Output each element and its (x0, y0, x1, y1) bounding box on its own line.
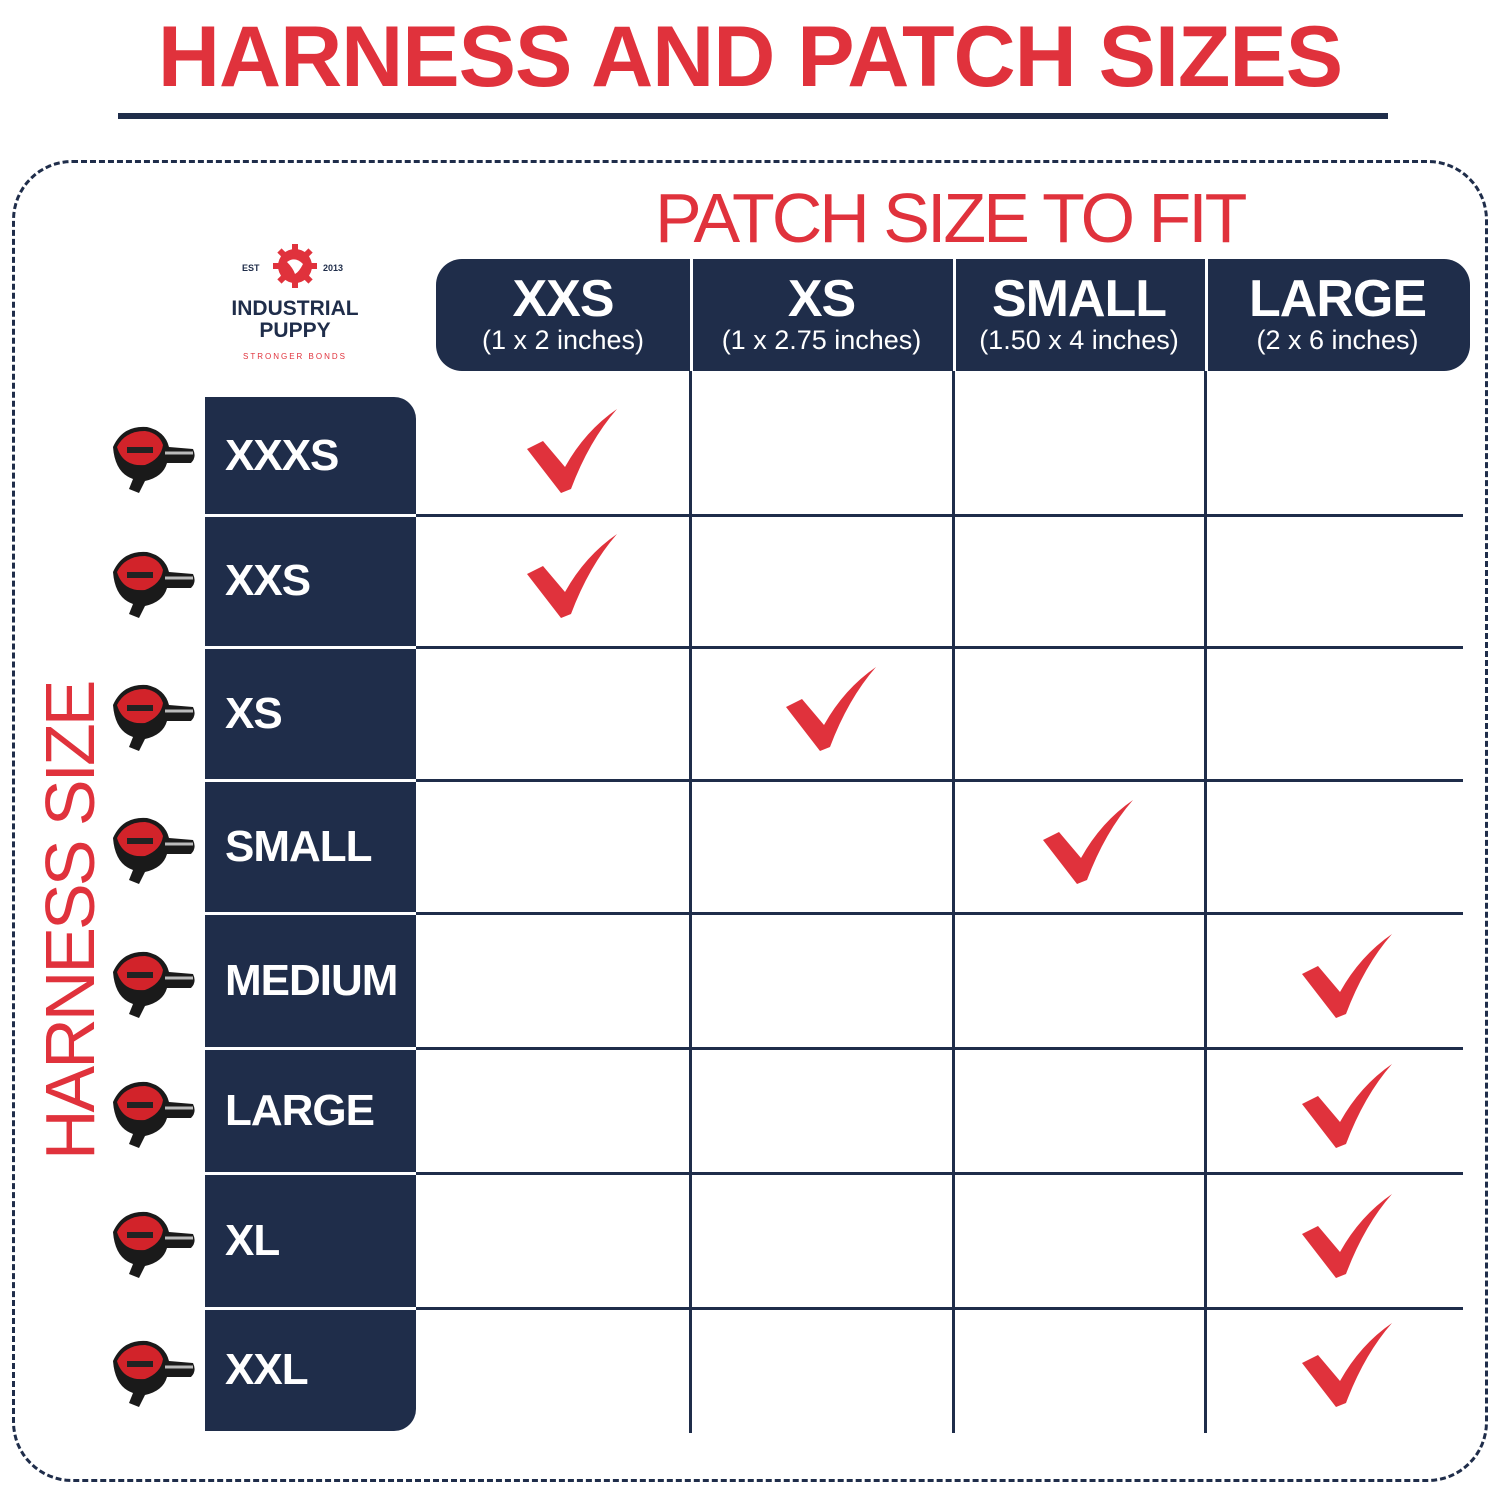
harness-icon (105, 1202, 197, 1280)
harness-icon (105, 542, 197, 620)
row-divider (205, 514, 416, 517)
patch-size-header: XXS (1 x 2 inches) XS (1 x 2.75 inches) SMAL… (436, 259, 1470, 371)
checkmark-icon (523, 409, 618, 494)
logo-name: INDUSTRIAL PUPPY (215, 298, 375, 342)
patch-size-dimensions: (1 x 2.75 inches) (721, 325, 922, 355)
logo-est: EST (242, 263, 260, 273)
harness-size-label: XXXS (225, 431, 339, 480)
grid-row-line (416, 514, 1463, 517)
dashed-frame (12, 160, 1488, 1482)
page-title: HARNESS AND PATCH SIZES (157, 9, 1343, 105)
grid-column-line (689, 371, 692, 1433)
checkmark-icon (1298, 1193, 1393, 1279)
patch-size-dimensions: (1 x 2 inches) (481, 325, 645, 355)
row-divider (205, 912, 416, 915)
checkmark-icon (782, 666, 877, 752)
patch-size-name: XS (787, 270, 856, 328)
patch-header-small: SMALL (1.50 x 4 inches) (953, 259, 1205, 371)
harness-size-label: XXL (225, 1344, 309, 1394)
logo-name-line1: INDUSTRIAL (231, 297, 359, 320)
grid-row-line (416, 912, 1463, 915)
harness-icon (105, 942, 197, 1020)
harness-size-label: MEDIUM (225, 955, 398, 1005)
header-divider (1205, 259, 1208, 371)
gear-dog-logo-icon (273, 244, 317, 288)
harness-icon (105, 675, 197, 753)
grid-row-line (416, 1047, 1463, 1050)
row-divider (205, 1047, 416, 1050)
grid-column-line (952, 371, 955, 1433)
row-divider (205, 646, 416, 649)
harness-size-heading: HARNESS SIZE (31, 682, 109, 1160)
harness-icon (105, 417, 197, 495)
patch-size-dimensions: (1.50 x 4 inches) (979, 325, 1179, 355)
checkmark-icon (1298, 933, 1393, 1019)
grid-row-line (416, 1172, 1463, 1175)
row-divider (205, 1172, 416, 1175)
patch-header-large: LARGE (2 x 6 inches) (1205, 259, 1470, 371)
checkmark-icon (1039, 799, 1134, 885)
header-divider (953, 259, 956, 371)
logo-tagline: STRONGER BONDS (242, 352, 347, 361)
row-divider (205, 779, 416, 782)
harness-size-label: XL (225, 1215, 280, 1265)
title-underline (118, 113, 1388, 119)
grid-column-line (1204, 371, 1207, 1433)
checkmark-icon (1298, 1322, 1393, 1408)
logo-year: 2013 (323, 263, 344, 273)
grid-row-line (416, 1307, 1463, 1310)
harness-icon (105, 1331, 197, 1409)
grid-row-line (416, 779, 1463, 782)
row-divider (205, 1307, 416, 1310)
patch-size-name: LARGE (1249, 270, 1427, 328)
patch-size-dimensions: (2 x 6 inches) (1256, 325, 1419, 355)
patch-header-xxs: XXS (1 x 2 inches) (436, 259, 690, 371)
harness-icon (105, 1072, 197, 1150)
harness-size-label: LARGE (225, 1085, 375, 1135)
industrial-puppy-logo: EST 2013 INDUSTRIAL PUPPY STRONGER BONDS (215, 238, 375, 368)
patch-size-name: XXS (512, 270, 614, 328)
header-divider (690, 259, 693, 371)
patch-size-heading: PATCH SIZE TO FIT (655, 179, 1247, 257)
harness-icon (105, 808, 197, 886)
harness-size-label: XS (225, 688, 283, 738)
patch-header-xs: XS (1 x 2.75 inches) (690, 259, 953, 371)
harness-size-column: XXXS XXS XS SMALL MEDIUM LARGE XL XXL (205, 397, 416, 1431)
checkmark-icon (1298, 1063, 1393, 1149)
patch-size-name: SMALL (991, 270, 1167, 328)
harness-size-label: XXS (225, 556, 311, 605)
grid-row-line (416, 646, 1463, 649)
checkmark-icon (523, 534, 618, 619)
logo-name-line2: PUPPY (259, 319, 331, 342)
harness-size-label: SMALL (225, 821, 373, 871)
